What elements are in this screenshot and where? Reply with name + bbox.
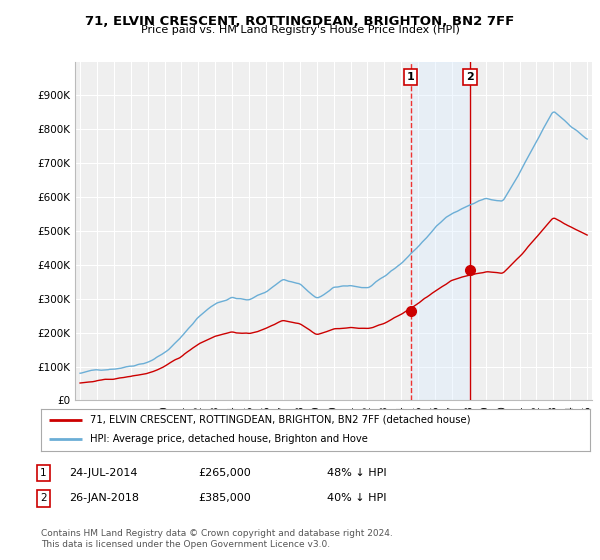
Text: HPI: Average price, detached house, Brighton and Hove: HPI: Average price, detached house, Brig… [90, 434, 368, 444]
Text: 1: 1 [407, 72, 415, 82]
Text: 26-JAN-2018: 26-JAN-2018 [69, 493, 139, 503]
Text: £265,000: £265,000 [198, 468, 251, 478]
Text: 1: 1 [40, 468, 47, 478]
Text: 40% ↓ HPI: 40% ↓ HPI [327, 493, 386, 503]
Text: 24-JUL-2014: 24-JUL-2014 [69, 468, 137, 478]
Text: 2: 2 [466, 72, 474, 82]
Text: 48% ↓ HPI: 48% ↓ HPI [327, 468, 386, 478]
Text: 71, ELVIN CRESCENT, ROTTINGDEAN, BRIGHTON, BN2 7FF (detached house): 71, ELVIN CRESCENT, ROTTINGDEAN, BRIGHTO… [90, 415, 471, 424]
Text: 2: 2 [40, 493, 47, 503]
Text: Price paid vs. HM Land Registry's House Price Index (HPI): Price paid vs. HM Land Registry's House … [140, 25, 460, 35]
Text: 71, ELVIN CRESCENT, ROTTINGDEAN, BRIGHTON, BN2 7FF: 71, ELVIN CRESCENT, ROTTINGDEAN, BRIGHTO… [85, 15, 515, 27]
Text: £385,000: £385,000 [198, 493, 251, 503]
Bar [410, 62, 470, 400]
Text: Contains HM Land Registry data © Crown copyright and database right 2024.
This d: Contains HM Land Registry data © Crown c… [41, 529, 392, 549]
